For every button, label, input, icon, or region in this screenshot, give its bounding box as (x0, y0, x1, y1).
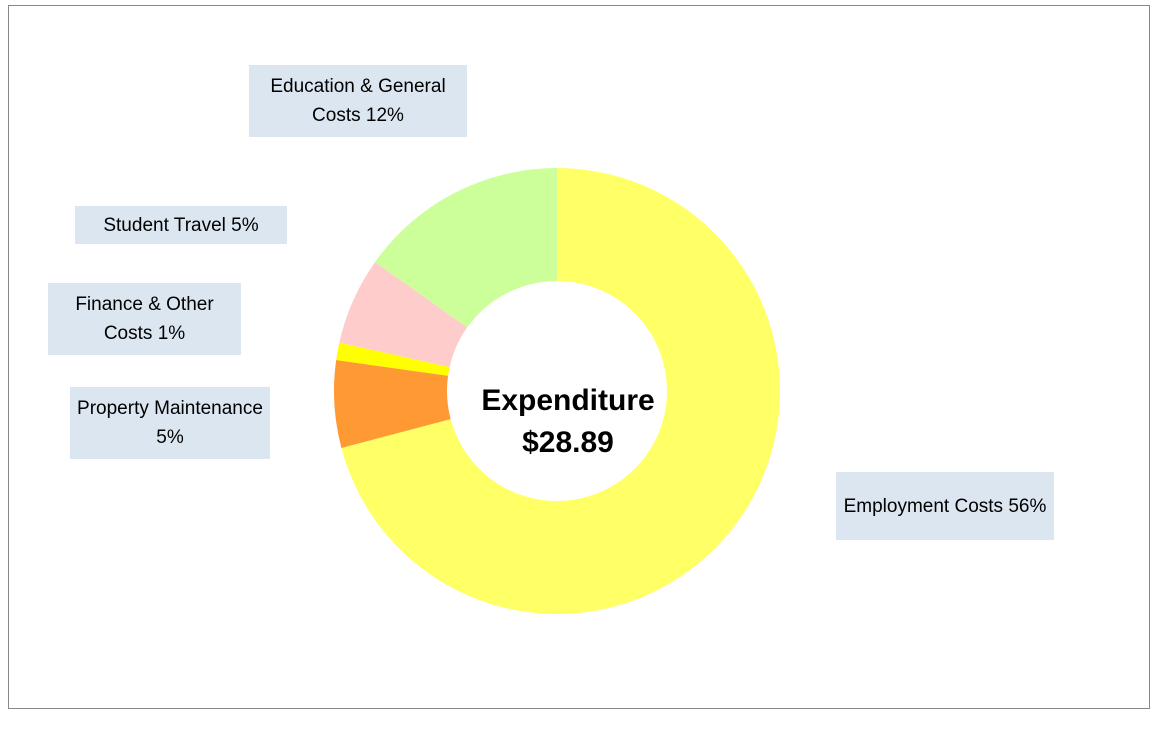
label-category: Employment Costs (843, 495, 1004, 517)
label-value: 12% (365, 105, 404, 126)
donut-slice (336, 342, 450, 376)
donut-slice (341, 168, 780, 614)
donut-slice (334, 360, 451, 449)
data-label: Education & General Costs 12% (249, 65, 467, 137)
label-category: Student Travel (103, 214, 226, 236)
data-label: Employment Costs 56% (836, 472, 1054, 540)
label-value: 56% (1008, 495, 1047, 517)
center-label: Expenditure (481, 384, 654, 417)
donut (334, 168, 780, 614)
data-label: Finance & Other Costs 1% (48, 283, 241, 355)
label-category: Education & General Costs (270, 76, 446, 126)
label-value: 1% (157, 323, 186, 344)
label-value: 5% (231, 214, 259, 236)
label-category: Finance & Other Costs (75, 294, 214, 344)
data-label: Student Travel 5% (75, 206, 287, 244)
label-category: Property Maintenance (77, 398, 263, 419)
center-label: $28.89 (522, 426, 614, 459)
donut-slice (375, 168, 557, 328)
label-value: 5% (156, 427, 184, 448)
donut-slice (339, 262, 468, 368)
data-label: Property Maintenance 5% (70, 387, 270, 459)
